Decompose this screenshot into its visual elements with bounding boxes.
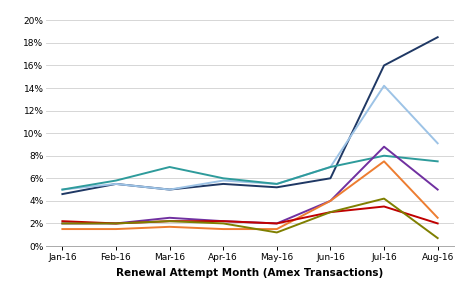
X-axis label: Renewal Attempt Month (Amex Transactions): Renewal Attempt Month (Amex Transactions… [116,268,384,278]
